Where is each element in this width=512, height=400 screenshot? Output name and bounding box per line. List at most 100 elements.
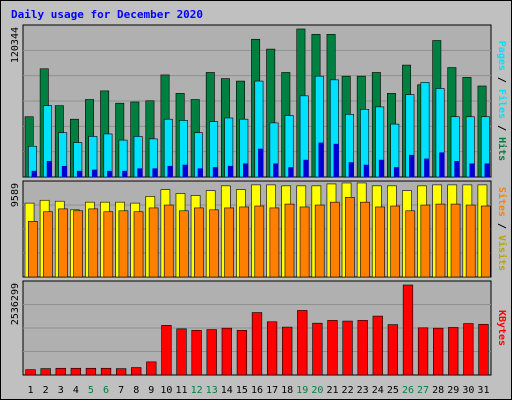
bar-kbytes <box>131 367 142 376</box>
x-tick-label: 28 <box>432 385 444 396</box>
bar-sites <box>299 206 310 278</box>
bar-sites <box>435 203 446 278</box>
bar-pages <box>424 158 430 177</box>
bar-kbytes <box>478 323 489 376</box>
bar-kbytes <box>55 367 66 376</box>
bar-pages <box>393 167 400 177</box>
bar-kbytes <box>100 367 112 376</box>
bar-kbytes <box>372 315 383 376</box>
bar-pages <box>318 142 324 177</box>
legend-pages-files-hits: Pages / Files / Hits <box>496 41 508 161</box>
ymax-label-hits: 120344 <box>10 27 21 63</box>
bar-pages <box>288 167 294 177</box>
bar-kbytes <box>70 367 81 376</box>
bar-pages <box>454 161 460 177</box>
x-tick-label: 16 <box>251 385 263 396</box>
bar-kbytes <box>25 369 36 376</box>
bar-pages <box>378 159 385 177</box>
bar-files <box>103 133 113 178</box>
bar-pages <box>76 170 83 177</box>
x-tick-label: 6 <box>103 385 109 396</box>
bar-sites <box>254 205 265 278</box>
bar-sites <box>178 210 189 278</box>
bar-pages <box>107 170 113 177</box>
bar-kbytes <box>402 284 414 376</box>
bar-kbytes <box>40 368 51 376</box>
bar-kbytes <box>312 322 323 376</box>
bar-sites <box>390 205 401 278</box>
bar-kbytes <box>463 323 474 376</box>
bar-sites <box>43 211 53 278</box>
bar-kbytes <box>176 328 187 376</box>
x-tick-label: 19 <box>296 385 308 396</box>
bar-sites <box>224 207 234 278</box>
bar-pages <box>31 170 37 177</box>
bar-pages <box>212 167 219 177</box>
ymax-label-kbytes: 2536299 <box>10 283 21 325</box>
bar-sites <box>58 208 68 278</box>
bar-sites <box>329 201 340 278</box>
bar-sites <box>133 211 144 278</box>
x-tick-label: 22 <box>342 385 354 396</box>
bar-sites <box>405 210 416 278</box>
bar-sites <box>314 204 325 278</box>
bar-sites <box>345 197 355 278</box>
bar-kbytes <box>297 310 308 376</box>
bar-pages <box>273 163 279 177</box>
x-tick-label: 17 <box>266 385 278 396</box>
bar-kbytes <box>417 327 429 376</box>
x-tick-label: 12 <box>191 385 203 396</box>
bar-sites <box>284 203 295 278</box>
bar-sites <box>450 203 461 278</box>
bar-sites <box>163 204 174 278</box>
bar-sites <box>194 207 204 278</box>
bar-pages <box>92 169 98 177</box>
x-tick-label: 4 <box>73 385 79 396</box>
bar-kbytes <box>357 320 368 376</box>
bar-kbytes <box>236 329 248 376</box>
x-tick-label: 30 <box>462 385 474 396</box>
x-tick-label: 2 <box>43 385 49 396</box>
bar-pages <box>242 163 249 177</box>
bar-kbytes <box>448 327 459 376</box>
x-tick-label: 5 <box>88 385 94 396</box>
bar-kbytes <box>161 325 172 376</box>
bar-pages <box>152 168 158 177</box>
bar-sites <box>239 206 250 278</box>
bar-pages <box>348 162 354 177</box>
x-tick-label: 18 <box>281 385 293 396</box>
bar-sites <box>360 201 370 278</box>
bar-pages <box>303 159 309 177</box>
bar-kbytes <box>266 321 278 376</box>
x-tick-label: 20 <box>311 385 323 396</box>
x-tick-label: 1 <box>28 385 34 396</box>
bar-sites <box>420 204 431 278</box>
bar-kbytes <box>191 329 202 376</box>
x-tick-label: 24 <box>372 385 384 396</box>
bar-sites <box>73 210 83 278</box>
bar-kbytes <box>342 320 353 376</box>
x-tick-label: 14 <box>221 385 233 396</box>
bar-sites <box>465 204 476 278</box>
bar-sites <box>269 207 280 278</box>
x-tick-label: 23 <box>357 385 369 396</box>
bar-pages <box>409 154 415 177</box>
x-tick-label: 29 <box>447 385 459 396</box>
bar-pages <box>182 164 188 177</box>
bar-kbytes <box>85 367 97 376</box>
bar-sites <box>209 209 219 278</box>
bar-pages <box>61 165 68 177</box>
bar-kbytes <box>221 327 232 376</box>
bar-pages <box>227 165 234 177</box>
bar-kbytes <box>433 327 444 376</box>
x-tick-label: 25 <box>387 385 399 396</box>
bar-sites <box>118 210 129 278</box>
bar-pages <box>167 165 173 177</box>
bar-sites <box>28 221 38 278</box>
ymax-label-visits: 9589 <box>10 183 21 207</box>
bar-pages <box>122 170 128 177</box>
bar-kbytes <box>146 361 157 376</box>
bar-kbytes <box>387 324 399 376</box>
